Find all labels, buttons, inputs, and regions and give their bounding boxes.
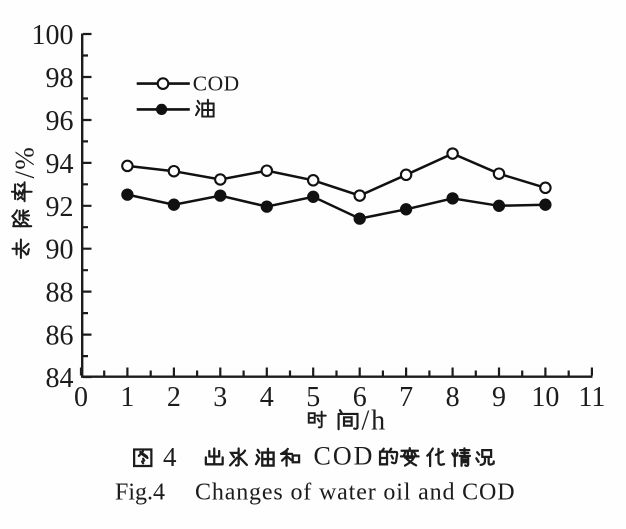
svg-text:COD: COD: [314, 442, 375, 471]
svg-text:8: 8: [446, 382, 460, 413]
svg-text:Changes of water oil and COD: Changes of water oil and COD: [195, 480, 515, 506]
svg-text:11: 11: [578, 382, 605, 413]
svg-text:92: 92: [46, 192, 74, 223]
svg-text:2: 2: [167, 382, 181, 413]
svg-text:1: 1: [120, 382, 134, 413]
svg-text:0: 0: [74, 382, 88, 413]
svg-text:10: 10: [531, 382, 559, 413]
svg-text:9: 9: [492, 382, 506, 413]
svg-text:COD: COD: [193, 72, 240, 96]
svg-text:Fig.4: Fig.4: [115, 480, 165, 506]
svg-text:86: 86: [46, 321, 74, 352]
svg-text:5: 5: [306, 382, 320, 413]
svg-text:/%: /%: [10, 146, 40, 178]
svg-text:4: 4: [260, 382, 274, 413]
svg-text:98: 98: [46, 63, 74, 94]
svg-text:96: 96: [46, 106, 74, 137]
svg-text:/h: /h: [362, 406, 387, 437]
svg-text:3: 3: [213, 382, 227, 413]
svg-text:90: 90: [46, 235, 74, 266]
svg-text:84: 84: [46, 363, 74, 394]
svg-text:7: 7: [399, 382, 413, 413]
svg-text:100: 100: [32, 20, 74, 51]
svg-text:6: 6: [353, 382, 367, 413]
svg-text:4: 4: [163, 442, 177, 472]
svg-text:94: 94: [46, 149, 74, 180]
svg-text:88: 88: [46, 278, 74, 309]
